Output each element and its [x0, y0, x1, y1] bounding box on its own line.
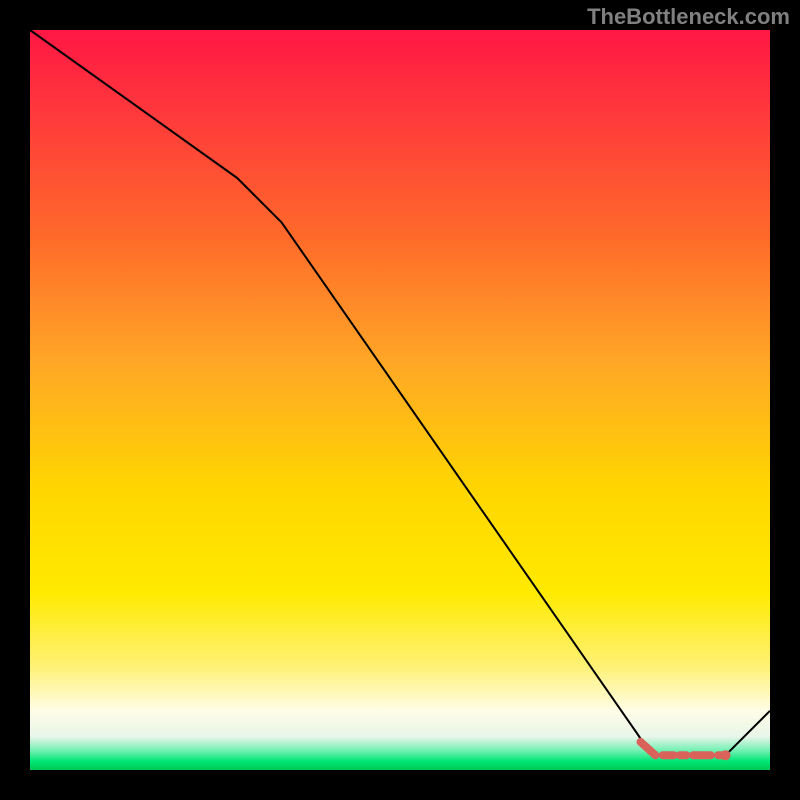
chart-svg [0, 0, 800, 800]
bottleneck-chart: TheBottleneck.com [0, 0, 800, 800]
